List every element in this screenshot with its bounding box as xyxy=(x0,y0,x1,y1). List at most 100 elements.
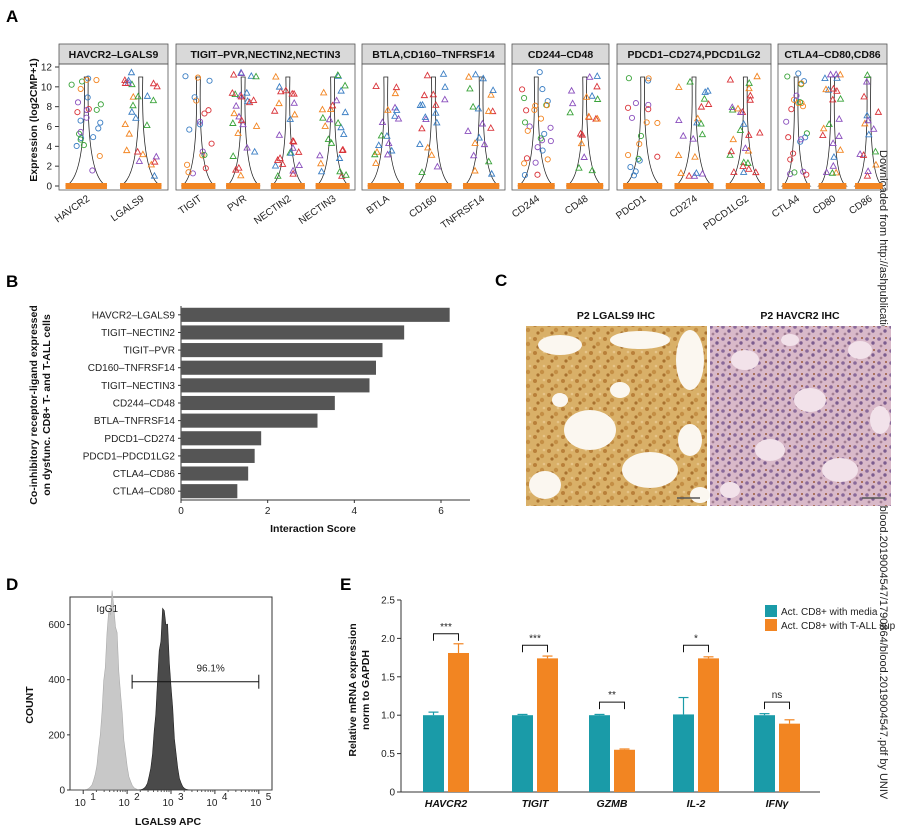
cell-point xyxy=(790,150,797,157)
cell-point xyxy=(237,171,245,179)
cell-point xyxy=(228,89,237,96)
zero-cluster xyxy=(674,183,714,189)
cell-point xyxy=(627,164,634,171)
cell-point xyxy=(874,108,883,115)
cell-point xyxy=(423,71,432,79)
cell-point xyxy=(791,169,798,176)
cell-point xyxy=(193,97,200,104)
cell-point xyxy=(77,117,84,124)
cell-point xyxy=(335,154,344,161)
zero-cluster xyxy=(415,183,452,189)
cell-point xyxy=(334,118,342,126)
cell-point xyxy=(387,146,396,154)
cell-point xyxy=(433,118,441,126)
cell-point xyxy=(196,118,204,125)
cell-point xyxy=(593,95,602,102)
d-x-tick-label: 10 xyxy=(162,798,174,809)
cell-point xyxy=(392,83,401,91)
cell-point xyxy=(85,75,92,82)
bar-media xyxy=(423,715,444,792)
gene-label: BTLA xyxy=(365,193,392,217)
facet-panel xyxy=(777,63,888,191)
cell-point xyxy=(384,105,392,113)
cell-point xyxy=(537,135,544,142)
cell-point xyxy=(232,101,240,109)
cell-point xyxy=(745,84,753,92)
cell-point xyxy=(691,152,699,160)
zero-cluster xyxy=(517,183,555,189)
panel-e-legend: Act. CD8+ with media Act. CD8+ with T-AL… xyxy=(765,605,896,632)
cell-point xyxy=(544,156,551,163)
cell-point xyxy=(489,86,497,94)
cell-point xyxy=(632,100,639,107)
bar-category-label: CTLA4–CD80 xyxy=(113,487,176,498)
cell-point xyxy=(83,76,90,83)
cell-point xyxy=(89,167,96,174)
cell-point xyxy=(274,172,282,179)
cell-point xyxy=(420,91,429,99)
zero-cluster xyxy=(566,183,604,189)
cell-point xyxy=(121,79,130,86)
cell-point xyxy=(793,92,800,99)
bar-tall xyxy=(614,749,635,792)
cell-point xyxy=(832,168,840,176)
cell-point xyxy=(316,151,324,159)
cell-point xyxy=(480,140,489,148)
cell-point xyxy=(93,106,100,113)
cell-point xyxy=(339,145,347,153)
cell-point xyxy=(391,112,399,119)
cell-point xyxy=(441,95,449,103)
violin-outline xyxy=(65,76,108,187)
facet-panel xyxy=(58,63,169,191)
cell-point xyxy=(337,123,345,131)
cell-point xyxy=(235,163,243,171)
cell-point xyxy=(378,118,387,126)
cell-point xyxy=(624,104,632,111)
cell-point xyxy=(185,169,192,176)
cell-point xyxy=(143,92,152,99)
cell-point xyxy=(475,133,483,141)
cell-point xyxy=(290,99,298,106)
cell-point xyxy=(674,151,683,159)
cell-point xyxy=(327,139,336,146)
cell-point xyxy=(133,147,142,155)
cell-point xyxy=(250,147,259,155)
cell-point xyxy=(469,151,478,159)
cell-point xyxy=(153,82,161,90)
cell-point xyxy=(697,102,706,110)
cell-point xyxy=(829,95,837,103)
cell-point xyxy=(864,116,872,124)
cell-point xyxy=(84,94,91,101)
cell-point xyxy=(143,121,151,128)
cell-point xyxy=(824,85,833,93)
cell-point xyxy=(326,105,335,112)
cell-point xyxy=(471,166,479,174)
cell-point xyxy=(869,124,878,132)
bar-category-label: TIGIT–NECTIN2 xyxy=(101,328,175,339)
cell-point xyxy=(391,89,400,97)
cell-point xyxy=(728,103,737,111)
cell-point xyxy=(521,160,528,167)
cell-point xyxy=(290,89,298,97)
panel-b-xlabel: Interaction Score xyxy=(270,523,356,535)
gene-label: CD48 xyxy=(563,193,591,217)
cell-point xyxy=(321,122,329,129)
bar xyxy=(181,325,405,340)
panel-d-ylabel: COUNT xyxy=(24,686,36,724)
b-x-tick-label: 2 xyxy=(265,506,271,517)
facet-title: BTLA,CD160–TNFRSF14 xyxy=(372,49,495,61)
violin-outline xyxy=(119,76,162,187)
cell-point xyxy=(752,168,760,176)
cell-point xyxy=(342,170,350,178)
cell-point xyxy=(829,161,838,169)
cell-point xyxy=(129,92,138,100)
cell-point xyxy=(418,124,426,132)
cell-point xyxy=(182,73,189,80)
cell-point xyxy=(532,159,539,166)
panel-e-ylabel-line1: Relative mRNA expression xyxy=(347,623,359,756)
cell-point xyxy=(588,91,596,99)
gene-label: CD160 xyxy=(407,193,439,220)
bar xyxy=(181,484,238,499)
cell-point xyxy=(679,131,688,139)
cell-point xyxy=(822,85,830,93)
